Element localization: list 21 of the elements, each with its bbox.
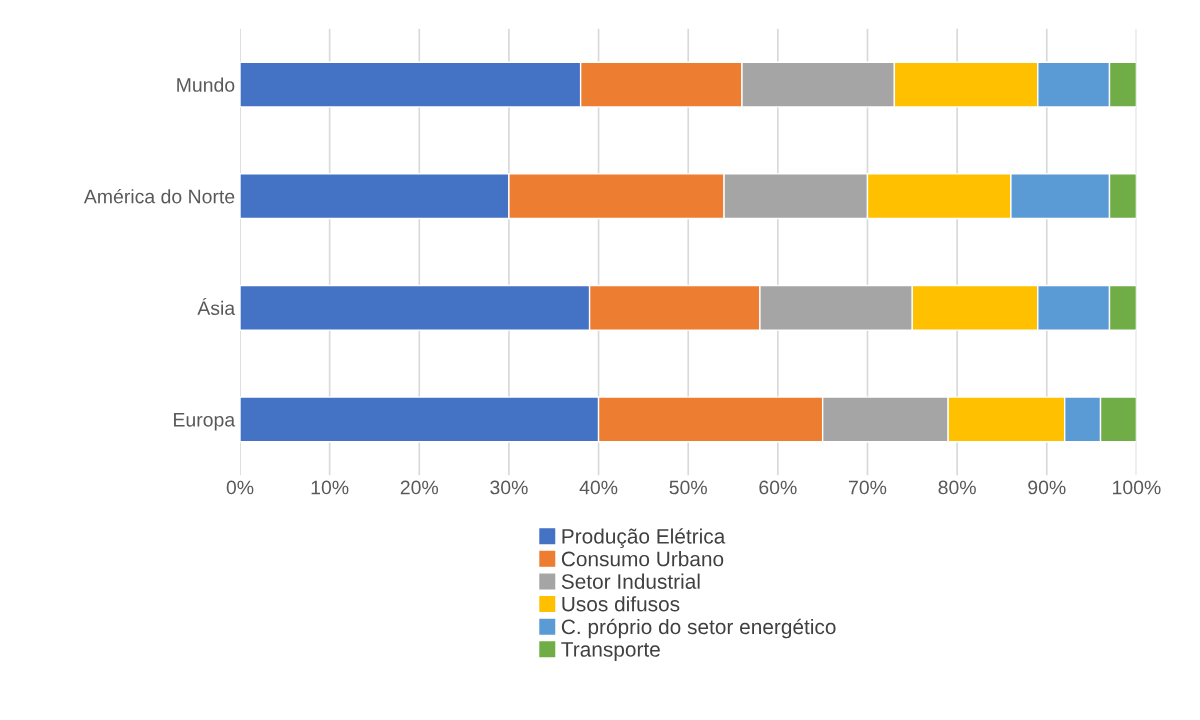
- y-tick-label: América do Norte: [83, 188, 235, 204]
- y-tick-label: Ásia: [197, 297, 236, 316]
- y-tick-label: Europa: [174, 413, 236, 431]
- legend-label: Setor Industrial: [561, 573, 700, 589]
- legend-label: Produção Elétrica: [562, 528, 726, 548]
- x-tick-label: 60%: [759, 480, 797, 495]
- x-tick-label: 80%: [938, 480, 976, 495]
- x-tick-label: 30%: [490, 480, 528, 495]
- x-tick-label: 90%: [1028, 480, 1066, 495]
- legend-label: Usos difusos: [562, 596, 680, 612]
- x-tick-label: 10%: [311, 480, 349, 495]
- x-tick-label: 50%: [669, 480, 707, 495]
- x-tick-label: 40%: [579, 480, 618, 495]
- x-tick-label: 0%: [226, 480, 254, 495]
- x-tick-label: 100%: [1113, 480, 1161, 495]
- legend-label: Consumo Urbano: [561, 551, 724, 567]
- legend-label: C. próprio do setor energético: [561, 618, 836, 639]
- x-tick-label: 20%: [400, 480, 439, 495]
- legend-label: Transporte: [561, 642, 660, 661]
- y-tick-label: Mundo: [177, 77, 235, 92]
- x-tick-label: 70%: [849, 480, 887, 495]
